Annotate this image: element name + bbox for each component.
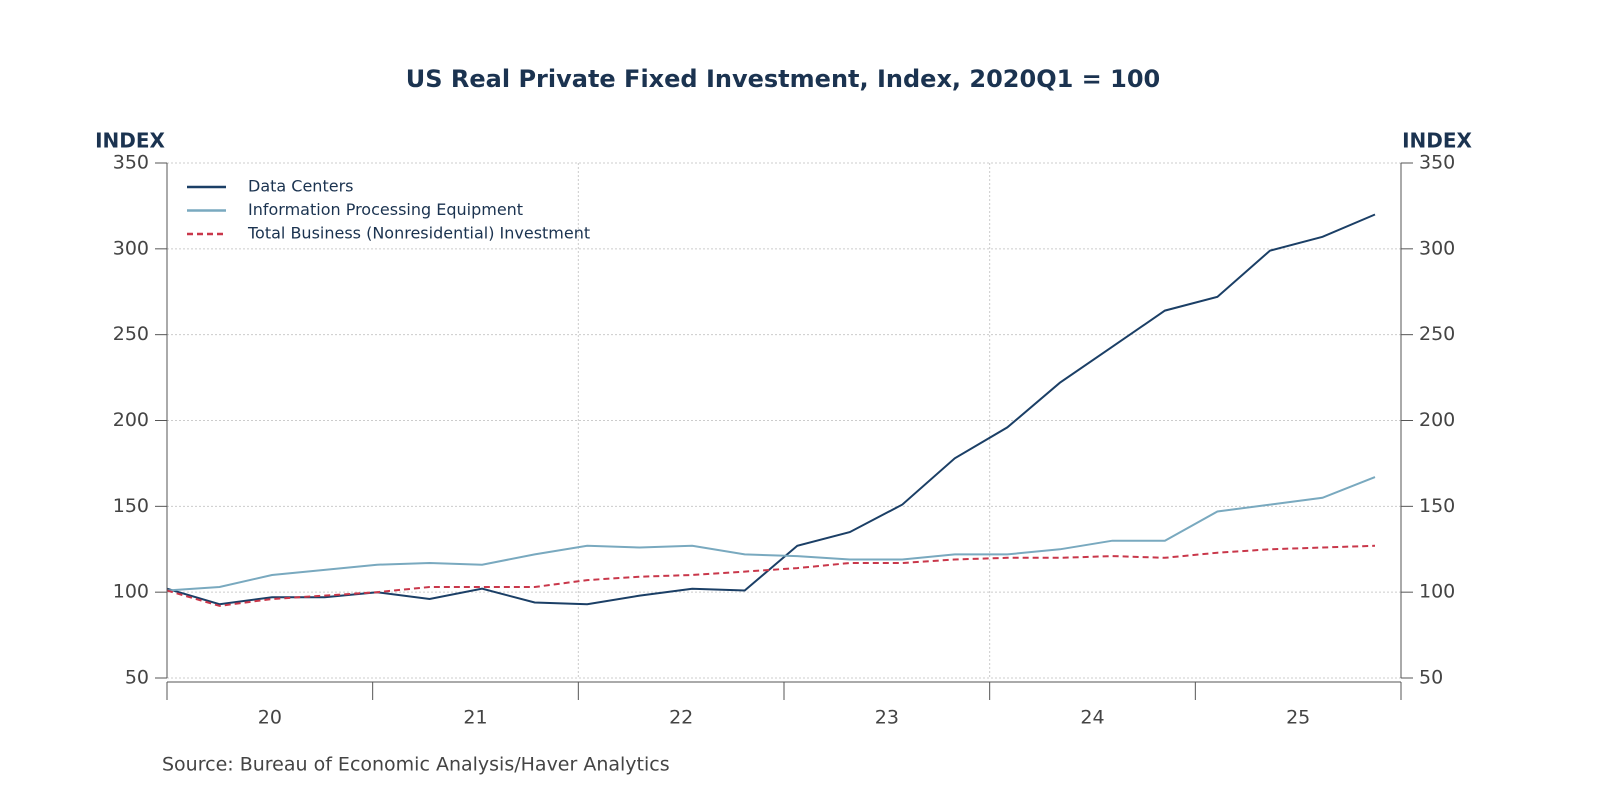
series-line xyxy=(166,213,1376,606)
source-note: Source: Bureau of Economic Analysis/Have… xyxy=(162,754,670,776)
y-tick-label: 100 xyxy=(113,581,149,603)
y2-tick-label: 150 xyxy=(1419,495,1455,517)
y2-tick-label: 300 xyxy=(1419,237,1455,259)
x-tick-label: 20 xyxy=(258,707,282,729)
x-tick-label: 21 xyxy=(463,707,487,729)
y2-tick-label: 100 xyxy=(1419,581,1455,603)
x-tick-label: 22 xyxy=(669,707,693,729)
y-tick-label: 150 xyxy=(113,495,149,517)
x-tick-label: 23 xyxy=(875,707,899,729)
legend-label: Total Business (Nonresidential) Investme… xyxy=(247,224,590,243)
chart-title: US Real Private Fixed Investment, Index,… xyxy=(406,65,1160,93)
x-tick-label: 25 xyxy=(1286,707,1310,729)
y2-axis-label: INDEX xyxy=(1402,129,1472,153)
y-tick-label: 250 xyxy=(113,323,149,345)
y-tick-label: 200 xyxy=(113,409,149,431)
y2-tick-label: 50 xyxy=(1419,667,1443,689)
legend-label: Data Centers xyxy=(248,177,353,196)
y2-tick-label: 350 xyxy=(1419,152,1455,174)
y-tick-label: 350 xyxy=(113,152,149,174)
y2-tick-label: 250 xyxy=(1419,323,1455,345)
x-tick-label: 24 xyxy=(1080,707,1104,729)
legend-label: Information Processing Equipment xyxy=(248,200,523,219)
series-line xyxy=(166,476,1376,592)
y2-tick-label: 200 xyxy=(1419,409,1455,431)
y-tick-label: 300 xyxy=(113,237,149,259)
series-line xyxy=(166,544,1376,607)
plot-area xyxy=(166,213,1376,607)
y-tick-label: 50 xyxy=(125,667,149,689)
y-axis-label: INDEX xyxy=(95,129,165,153)
